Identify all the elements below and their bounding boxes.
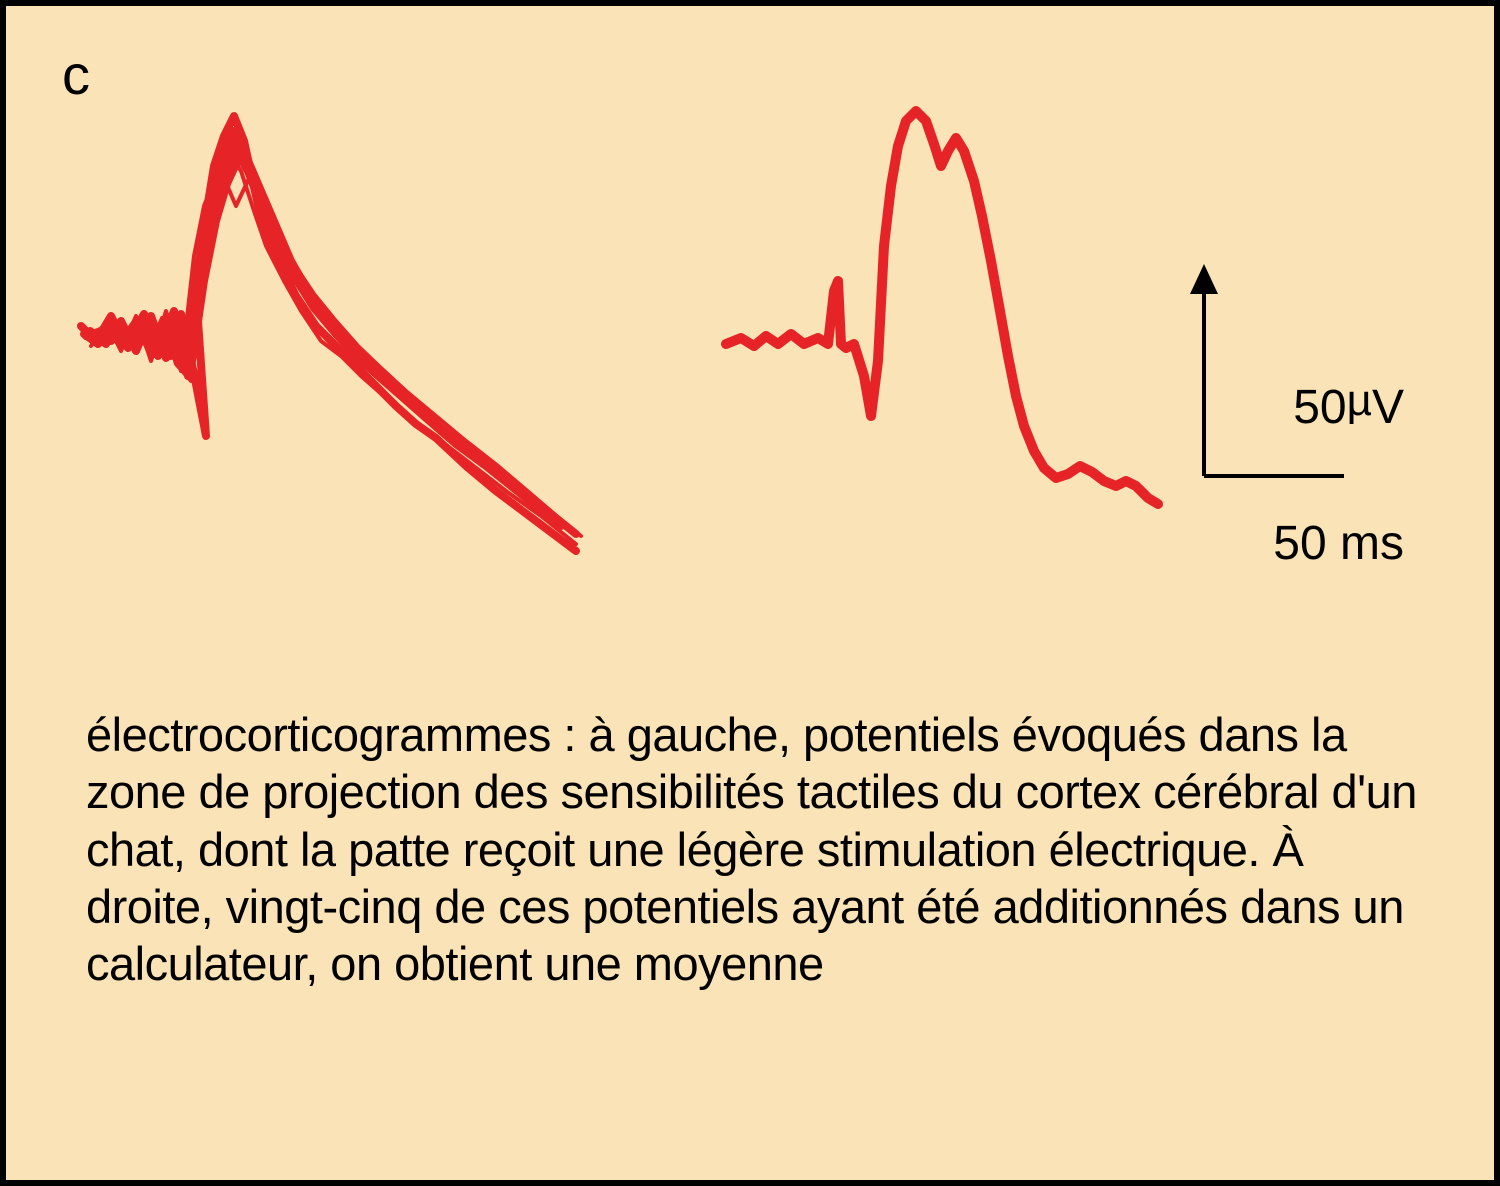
left-plot-svg	[66, 66, 606, 606]
scale-y-mu: µ	[1347, 376, 1372, 425]
right-plot-svg	[706, 66, 1166, 606]
scale-y-value: 50	[1293, 381, 1346, 434]
figure-frame: c 50µV 50 ms électrocorticogrammes : à g…	[0, 0, 1500, 1186]
scale-indicator: 50µV 50 ms	[1164, 246, 1404, 566]
figure-caption: électrocorticogrammes : à gauche, potent…	[86, 706, 1434, 993]
left-plot-overlaid-traces	[66, 66, 606, 606]
right-plot-averaged-trace	[706, 66, 1166, 606]
scale-x-label: 50 ms	[1273, 516, 1404, 571]
plots-container: 50µV 50 ms	[66, 66, 1434, 606]
scale-y-label: 50µV	[1293, 376, 1404, 435]
scale-y-unit: V	[1372, 381, 1404, 434]
